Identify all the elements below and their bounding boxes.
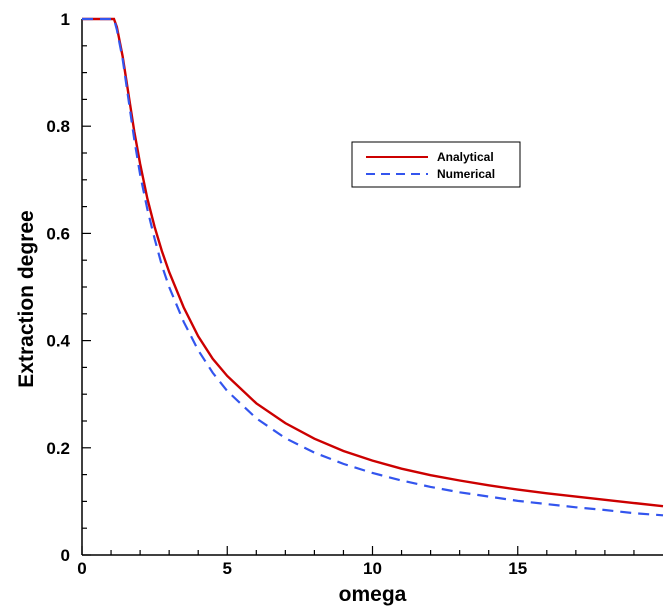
legend: Analytical Numerical: [351, 141, 521, 188]
legend-label-analytical: Analytical: [437, 150, 494, 164]
y-tick-label: 0: [61, 546, 70, 565]
x-tick-label: 10: [363, 559, 382, 578]
x-axis-title: omega: [339, 583, 407, 606]
y-tick-label: 0.8: [46, 117, 70, 136]
series-line-analytical: [82, 17, 664, 508]
y-tick-label: 0.2: [46, 439, 70, 458]
x-tick-label: 0: [77, 559, 86, 578]
x-tick-label: 15: [508, 559, 527, 578]
series-lines: [82, 17, 664, 517]
tick-labels: 0 5 10 15 0 0.2 0.4 0.6 0.8 1: [46, 10, 527, 578]
x-tick-label: 5: [223, 559, 232, 578]
y-tick-label: 0.6: [46, 224, 70, 243]
axis-ticks: [81, 18, 635, 556]
y-tick-label: 1: [61, 10, 70, 29]
series-line-numerical: [82, 17, 664, 517]
legend-box: [351, 141, 521, 188]
y-tick-label: 0.4: [46, 332, 70, 351]
y-axis-title: Extraction degree: [15, 210, 38, 387]
legend-label-numerical: Numerical: [437, 167, 495, 181]
